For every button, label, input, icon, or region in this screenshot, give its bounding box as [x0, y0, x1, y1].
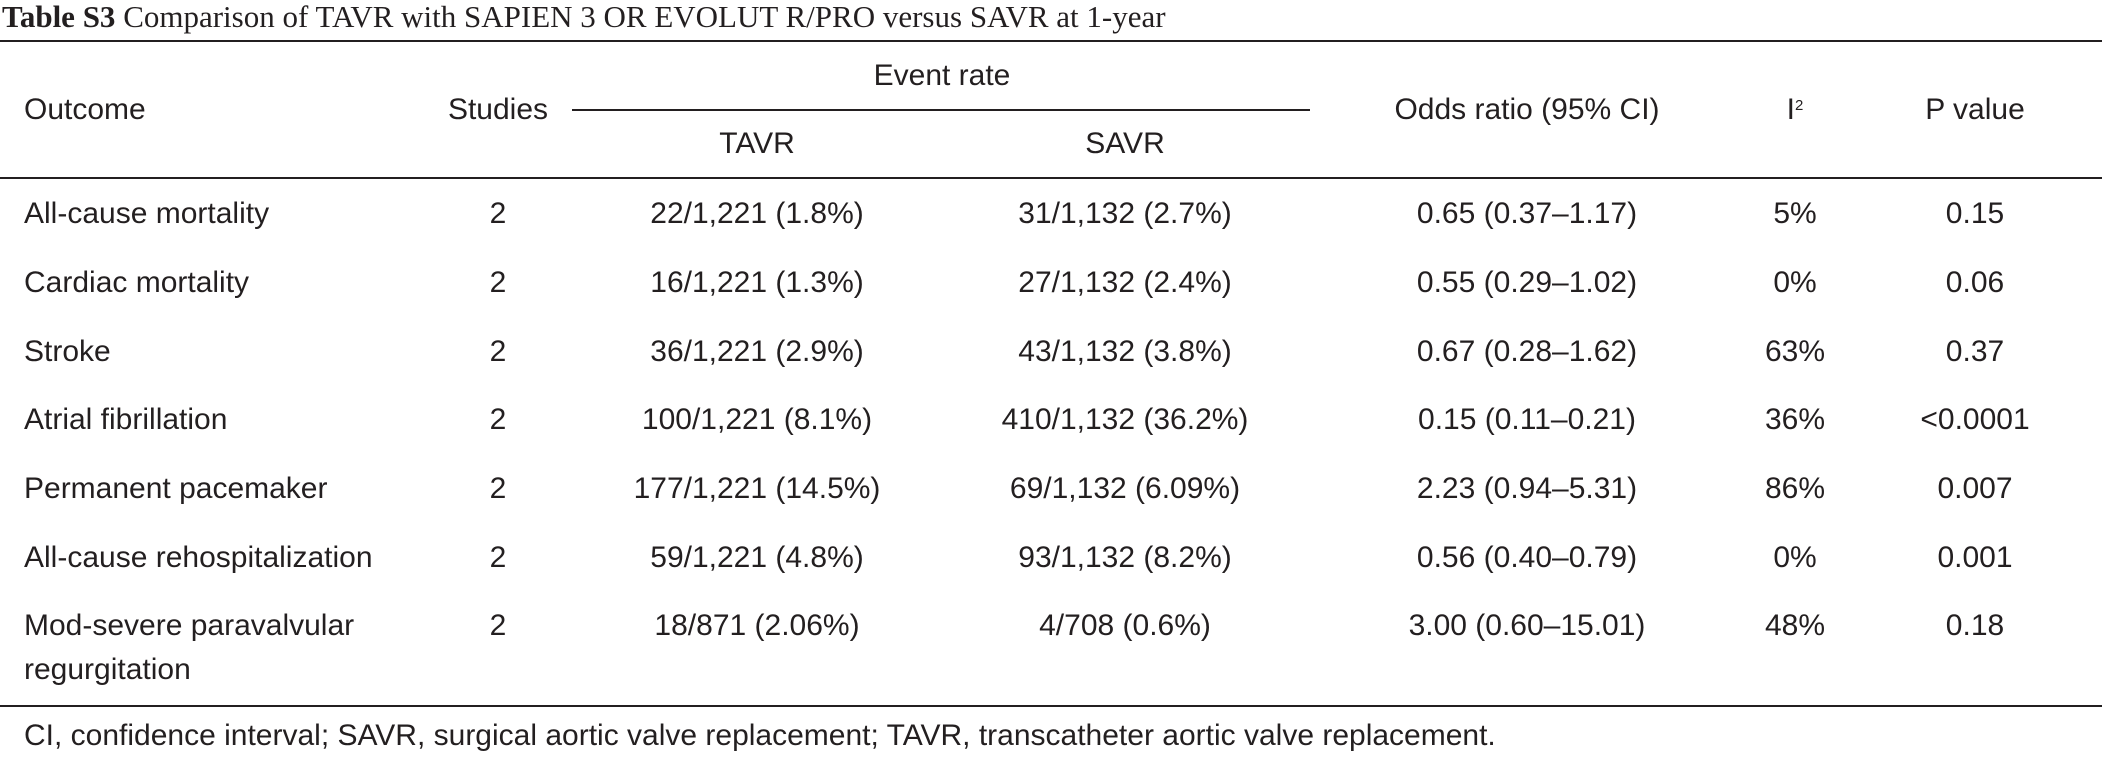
cell-savr: 410/1,132 (36.2%): [1001, 403, 1249, 436]
cell-odds-ratio: 0.67 (0.28–1.62): [1416, 335, 1638, 368]
cell-p-value: 0.18: [1945, 609, 2005, 642]
cell-p-value: 0.15: [1945, 197, 2005, 230]
cell-savr: 31/1,132 (2.7%): [1018, 197, 1232, 230]
header-odds-ratio: Odds ratio (95% CI): [1394, 93, 1660, 126]
header-rule: [0, 177, 2102, 179]
cell-odds-ratio: 0.65 (0.37–1.17): [1416, 197, 1638, 230]
header-studies: Studies: [447, 93, 549, 126]
cell-outcome: All-cause mortality: [24, 197, 270, 230]
bottom-rule: [0, 705, 2102, 707]
cell-tavr: 100/1,221 (8.1%): [641, 403, 873, 436]
cell-tavr: 16/1,221 (1.3%): [650, 266, 864, 299]
cell-p-value: 0.37: [1945, 335, 2005, 368]
cell-studies: 2: [489, 266, 507, 299]
cell-studies: 2: [489, 197, 507, 230]
cell-outcome: Cardiac mortality: [24, 266, 250, 299]
cell-outcome: Mod-severe paravalvular regurgitation: [24, 609, 355, 686]
header-tavr: TAVR: [719, 127, 795, 160]
cell-i2: 63%: [1764, 335, 1826, 368]
table-title: Comparison of TAVR with SAPIEN 3 OR EVOL…: [123, 0, 1166, 34]
cell-outcome: Stroke: [24, 335, 111, 368]
cell-odds-ratio: 0.55 (0.29–1.02): [1416, 266, 1638, 299]
cell-i2: 36%: [1764, 403, 1826, 436]
cell-p-value: 0.001: [1937, 541, 2013, 574]
cell-p-value: 0.007: [1937, 472, 2013, 505]
cell-tavr: 22/1,221 (1.8%): [650, 197, 864, 230]
header-outcome: Outcome: [24, 93, 146, 126]
cell-savr: 4/708 (0.6%): [1039, 609, 1211, 642]
top-rule: [0, 40, 2102, 42]
cell-i2: 0%: [1773, 266, 1817, 299]
cell-tavr: 177/1,221 (14.5%): [633, 472, 881, 505]
cell-odds-ratio: 0.15 (0.11–0.21): [1418, 403, 1636, 436]
cell-studies: 2: [489, 472, 507, 505]
cell-odds-ratio: 0.56 (0.40–0.79): [1416, 541, 1638, 574]
cell-tavr: 36/1,221 (2.9%): [650, 335, 864, 368]
cell-i2: 0%: [1773, 541, 1817, 574]
cell-outcome: Atrial fibrillation: [24, 403, 228, 436]
cell-savr: 93/1,132 (8.2%): [1018, 541, 1232, 574]
cell-outcome: All-cause rehospitalization: [24, 541, 373, 574]
cell-savr: 69/1,132 (6.09%): [1009, 472, 1241, 505]
header-i2-base: I: [1786, 93, 1795, 126]
cell-studies: 2: [489, 335, 507, 368]
table-footnote: CI, confidence interval; SAVR, surgical …: [24, 719, 1496, 752]
cell-outcome: Permanent pacemaker: [24, 472, 328, 505]
cell-i2: 5%: [1773, 197, 1817, 230]
table-caption: Table S3 Comparison of TAVR with SAPIEN …: [2, 0, 1166, 38]
header-event-rate: Event rate: [873, 59, 1011, 92]
cell-studies: 2: [489, 609, 507, 642]
cell-studies: 2: [489, 403, 507, 436]
header-savr: SAVR: [1085, 127, 1165, 160]
table-label: Table S3: [2, 0, 116, 34]
cell-tavr: 18/871 (2.06%): [654, 609, 860, 642]
header-i2: I2: [1787, 88, 1804, 132]
cell-savr: 43/1,132 (3.8%): [1018, 335, 1232, 368]
cell-tavr: 59/1,221 (4.8%): [650, 541, 864, 574]
cell-i2: 86%: [1764, 472, 1826, 505]
cell-odds-ratio: 2.23 (0.94–5.31): [1416, 472, 1638, 505]
cell-savr: 27/1,132 (2.4%): [1018, 266, 1232, 299]
cell-studies: 2: [489, 541, 507, 574]
cell-p-value: <0.0001: [1920, 403, 2030, 436]
cell-i2: 48%: [1764, 609, 1826, 642]
header-i2-sup: 2: [1795, 97, 1804, 114]
header-p-value: P value: [1925, 93, 2025, 126]
cell-p-value: 0.06: [1945, 266, 2005, 299]
cell-odds-ratio: 3.00 (0.60–15.01): [1408, 609, 1646, 642]
event-rate-rule: [572, 109, 1310, 111]
